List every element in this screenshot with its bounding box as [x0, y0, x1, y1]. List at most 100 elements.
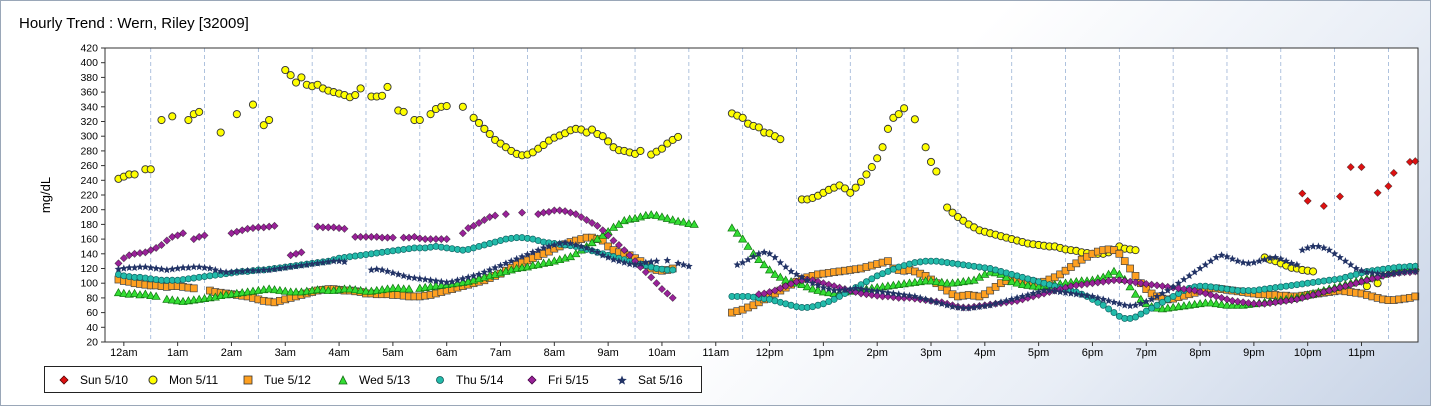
data-point: [679, 260, 688, 269]
data-point: [620, 258, 629, 266]
series-6: [114, 238, 1420, 312]
data-point: [1109, 266, 1119, 275]
data-point: [1303, 243, 1312, 252]
data-point: [657, 212, 667, 221]
data-point: [179, 229, 188, 238]
data-point: [264, 284, 274, 293]
data-point: [270, 265, 279, 273]
data-point: [350, 285, 360, 294]
data-point: [415, 234, 424, 243]
data-point: [120, 264, 128, 272]
data-point: [480, 268, 489, 276]
data-point: [151, 291, 161, 300]
data-point: [604, 253, 612, 261]
data-point: [652, 257, 661, 265]
data-point: [1018, 292, 1027, 300]
data-point: [1120, 301, 1129, 309]
data-point: [910, 115, 919, 124]
data-point: [163, 266, 171, 274]
data-point: [1400, 268, 1409, 276]
y-tick-label: 220: [80, 190, 98, 202]
data-point: [647, 257, 655, 266]
data-point: [577, 242, 585, 250]
data-point: [179, 263, 187, 271]
data-point: [1110, 298, 1118, 306]
data-point: [1206, 298, 1216, 307]
data-point: [1185, 271, 1194, 280]
y-tick-label: 400: [80, 57, 98, 69]
data-point: [835, 286, 844, 294]
data-point: [1373, 188, 1382, 197]
data-point: [1034, 288, 1043, 296]
data-point: [1346, 163, 1355, 172]
data-point: [442, 235, 451, 244]
data-point: [926, 157, 936, 166]
data-point: [1029, 289, 1038, 297]
data-point: [1357, 163, 1366, 172]
data-point: [378, 266, 386, 274]
x-tick-label: 2pm: [866, 347, 887, 359]
data-point: [1389, 168, 1398, 177]
data-point: [1169, 292, 1177, 300]
data-point: [1013, 293, 1021, 302]
data-point: [743, 241, 753, 250]
data-point: [1164, 286, 1172, 294]
legend-label-wed: Wed 5/13: [359, 372, 411, 387]
data-point: [415, 115, 424, 125]
data-point: [862, 170, 871, 179]
data-point: [663, 289, 672, 298]
data-point: [345, 284, 355, 293]
data-point: [308, 260, 316, 268]
y-tick-label: 300: [80, 131, 98, 143]
data-point: [152, 264, 160, 272]
data-point: [1120, 276, 1129, 286]
circle-marker-icon: [148, 375, 158, 384]
data-point: [905, 293, 914, 302]
y-tick-label: 240: [80, 175, 98, 187]
data-point: [550, 206, 559, 215]
data-point: [335, 257, 343, 265]
data-point: [932, 167, 941, 176]
data-point: [1379, 270, 1387, 278]
data-point: [588, 246, 596, 254]
legend-item-mon: Mon 5/11: [146, 373, 241, 387]
data-point: [491, 211, 500, 220]
data-point: [889, 293, 898, 302]
y-tick-label: 40: [86, 322, 98, 334]
data-point: [512, 254, 521, 263]
data-point: [625, 251, 634, 260]
data-point: [1211, 299, 1221, 308]
data-point: [1094, 293, 1102, 302]
y-tick-label: 360: [80, 87, 98, 99]
x-tick-label: 8am: [544, 347, 565, 359]
data-point: [146, 165, 155, 174]
x-tick-label: 6am: [436, 347, 457, 359]
y-tick-label: 340: [80, 101, 98, 113]
data-point: [857, 177, 866, 186]
data-point: [485, 129, 494, 139]
data-point: [911, 292, 919, 300]
data-point: [931, 277, 941, 286]
data-point: [173, 296, 183, 305]
data-point: [873, 287, 881, 295]
data-point: [313, 259, 322, 267]
data-point: [571, 210, 580, 219]
data-point: [474, 218, 484, 227]
data-point: [754, 254, 764, 264]
data-point: [140, 289, 150, 298]
data-point: [426, 235, 435, 244]
data-point: [566, 208, 575, 217]
data-point: [1028, 281, 1038, 290]
data-point: [280, 286, 290, 295]
data-point: [566, 239, 575, 247]
x-tick-label: 1pm: [813, 347, 834, 359]
data-point: [157, 265, 166, 273]
data-point: [1099, 301, 1107, 309]
legend-label-fri: Fri 5/15: [548, 372, 589, 387]
x-tick-label: 7pm: [1136, 347, 1157, 359]
data-point: [641, 268, 650, 277]
data-point: [1303, 196, 1312, 205]
data-point: [275, 285, 285, 294]
data-point: [668, 215, 678, 224]
data-point: [286, 71, 295, 80]
